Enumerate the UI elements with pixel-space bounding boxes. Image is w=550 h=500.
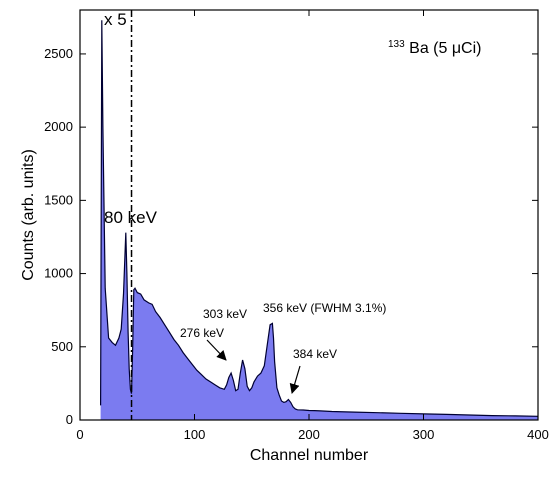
x-tick-label: 300 [413,427,435,442]
annotation-80kev: 80 keV [104,208,158,227]
x-axis-title: Channel number [250,447,369,464]
y-tick-label: 500 [51,339,73,354]
x-tick-label: 200 [298,427,320,442]
annotation-384kev: 384 keV [293,347,337,361]
arrow-276kev [206,339,227,361]
y-tick-label: 1500 [44,192,73,207]
x-tick-label: 0 [76,427,83,442]
y-tick-label: 2500 [44,46,73,61]
y-axis-title: Counts (arb. units) [20,149,37,281]
annotation-276kev: 276 keV [180,326,224,340]
spectrum-line [100,20,539,417]
x-tick-label: 100 [184,427,206,442]
scale-note: x 5 [104,10,127,29]
source-label: 133 Ba (5 μCi) [388,34,481,57]
source-label-main: Ba (5 μCi) [409,40,481,57]
source-label-mass: 133 [388,39,405,50]
annotation-356kev: 356 keV (FWHM 3.1%) [263,301,386,315]
y-tick-label: 0 [66,412,73,427]
y-tick-label: 1000 [44,266,73,281]
y-tick-label: 2000 [44,119,73,134]
spectrum-area [100,20,538,421]
x-tick-label: 400 [527,427,549,442]
arrow-384kev [289,365,301,394]
annotation-303kev: 303 keV [203,307,247,321]
